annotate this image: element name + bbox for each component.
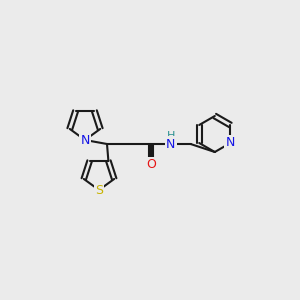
Text: H: H <box>167 131 175 141</box>
Text: S: S <box>95 184 103 196</box>
Text: O: O <box>146 158 156 171</box>
Text: N: N <box>226 136 235 149</box>
Text: N: N <box>80 134 90 146</box>
Text: N: N <box>166 137 176 151</box>
